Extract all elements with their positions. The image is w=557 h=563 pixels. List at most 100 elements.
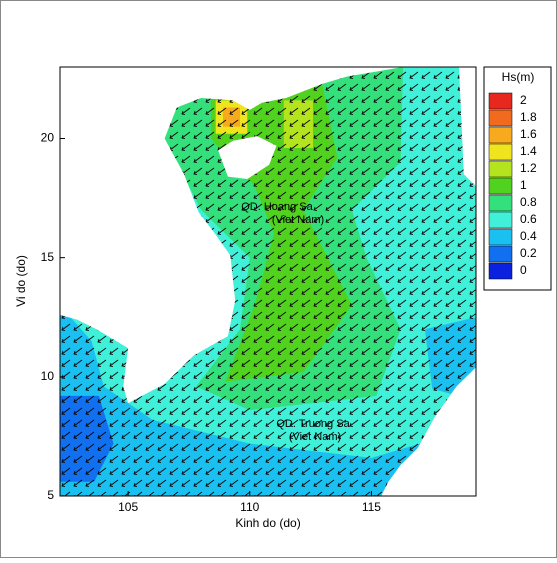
direction-arrow [289, 311, 299, 319]
direction-arrow [325, 395, 335, 403]
direction-arrow [409, 227, 419, 235]
arrow-head [97, 350, 102, 355]
direction-arrow [133, 395, 143, 403]
arrow-head [361, 278, 366, 283]
arrow-head [433, 242, 438, 247]
arrow-head [385, 122, 390, 127]
direction-arrow [229, 335, 239, 343]
arrow-head [409, 278, 414, 283]
direction-arrow [457, 371, 467, 379]
arrow-head [205, 158, 210, 163]
arrow-head [397, 110, 402, 115]
direction-arrow [349, 479, 359, 487]
arrow-head [373, 110, 378, 115]
arrow-head [265, 374, 270, 379]
direction-arrow [421, 119, 431, 127]
arrow-head [193, 146, 198, 151]
arrow-head [241, 350, 246, 355]
direction-arrow [361, 323, 371, 331]
arrow-head [421, 146, 426, 151]
direction-arrow [157, 383, 167, 391]
arrow-head [133, 434, 138, 439]
direction-arrow [337, 251, 347, 259]
arrow-head [253, 266, 258, 271]
direction-arrow [361, 299, 371, 307]
arrow-head [265, 134, 270, 139]
arrow-head [373, 170, 378, 175]
direction-arrow [61, 347, 71, 355]
arrow-head [469, 194, 474, 199]
arrow-head [181, 158, 186, 163]
direction-arrow [433, 203, 443, 211]
arrow-head [421, 410, 426, 415]
direction-arrow [253, 395, 263, 403]
direction-arrow [229, 191, 239, 199]
direction-arrow [112, 491, 119, 496]
arrow-head [445, 110, 450, 115]
arrow-head [73, 362, 78, 367]
arrow-head [433, 230, 438, 235]
arrow-head [445, 98, 450, 103]
arrow-head [337, 98, 342, 103]
direction-arrow [109, 419, 119, 427]
direction-arrow [109, 431, 119, 439]
arrow-head [301, 398, 306, 403]
arrow-head [373, 314, 378, 319]
arrow-head [397, 158, 402, 163]
arrow-head [397, 254, 402, 259]
arrow-head [193, 362, 198, 367]
direction-arrow [325, 251, 335, 259]
arrow-head [457, 170, 462, 175]
direction-arrow [349, 167, 359, 175]
direction-arrow [397, 107, 407, 115]
arrow-head [349, 110, 354, 115]
direction-arrow [73, 347, 83, 355]
direction-arrow [277, 143, 287, 151]
direction-arrow [253, 359, 263, 367]
arrow-head [181, 386, 186, 391]
direction-arrow [433, 179, 443, 187]
arrow-head [457, 194, 462, 199]
arrow-head [469, 230, 474, 235]
direction-arrow [205, 119, 215, 127]
arrow-head [253, 278, 258, 283]
direction-arrow [337, 119, 347, 127]
direction-arrow [445, 287, 455, 295]
arrow-head [217, 98, 222, 103]
arrow-head [157, 446, 162, 451]
arrow-head [289, 254, 294, 259]
direction-arrow [301, 167, 311, 175]
arrow-head [421, 170, 426, 175]
arrow-head [469, 206, 474, 211]
arrow-head [133, 422, 138, 427]
arrow-head [433, 386, 438, 391]
arrow-head [325, 158, 330, 163]
direction-arrow [349, 179, 359, 187]
direction-arrow [313, 215, 323, 223]
direction-arrow [253, 311, 263, 319]
arrow-head [361, 350, 366, 355]
arrow-head [313, 458, 318, 463]
direction-arrow [241, 119, 251, 127]
direction-arrow [265, 311, 275, 319]
arrow-head [73, 398, 78, 403]
direction-arrow [409, 299, 419, 307]
arrow-head [337, 314, 342, 319]
direction-arrow [301, 299, 311, 307]
direction-arrow [121, 431, 131, 439]
direction-arrow [337, 131, 347, 139]
direction-arrow [277, 431, 287, 439]
arrow-head [169, 470, 174, 475]
arrow-head [265, 446, 270, 451]
direction-arrow [205, 467, 215, 475]
direction-arrow [349, 251, 359, 259]
arrow-head [337, 362, 342, 367]
direction-arrow [433, 395, 443, 403]
arrow-head [181, 374, 186, 379]
direction-arrow [421, 191, 431, 199]
direction-arrow [325, 479, 335, 487]
arrow-head [253, 242, 258, 247]
direction-arrow [325, 179, 335, 187]
direction-arrow [181, 395, 191, 403]
arrow-head [337, 278, 342, 283]
